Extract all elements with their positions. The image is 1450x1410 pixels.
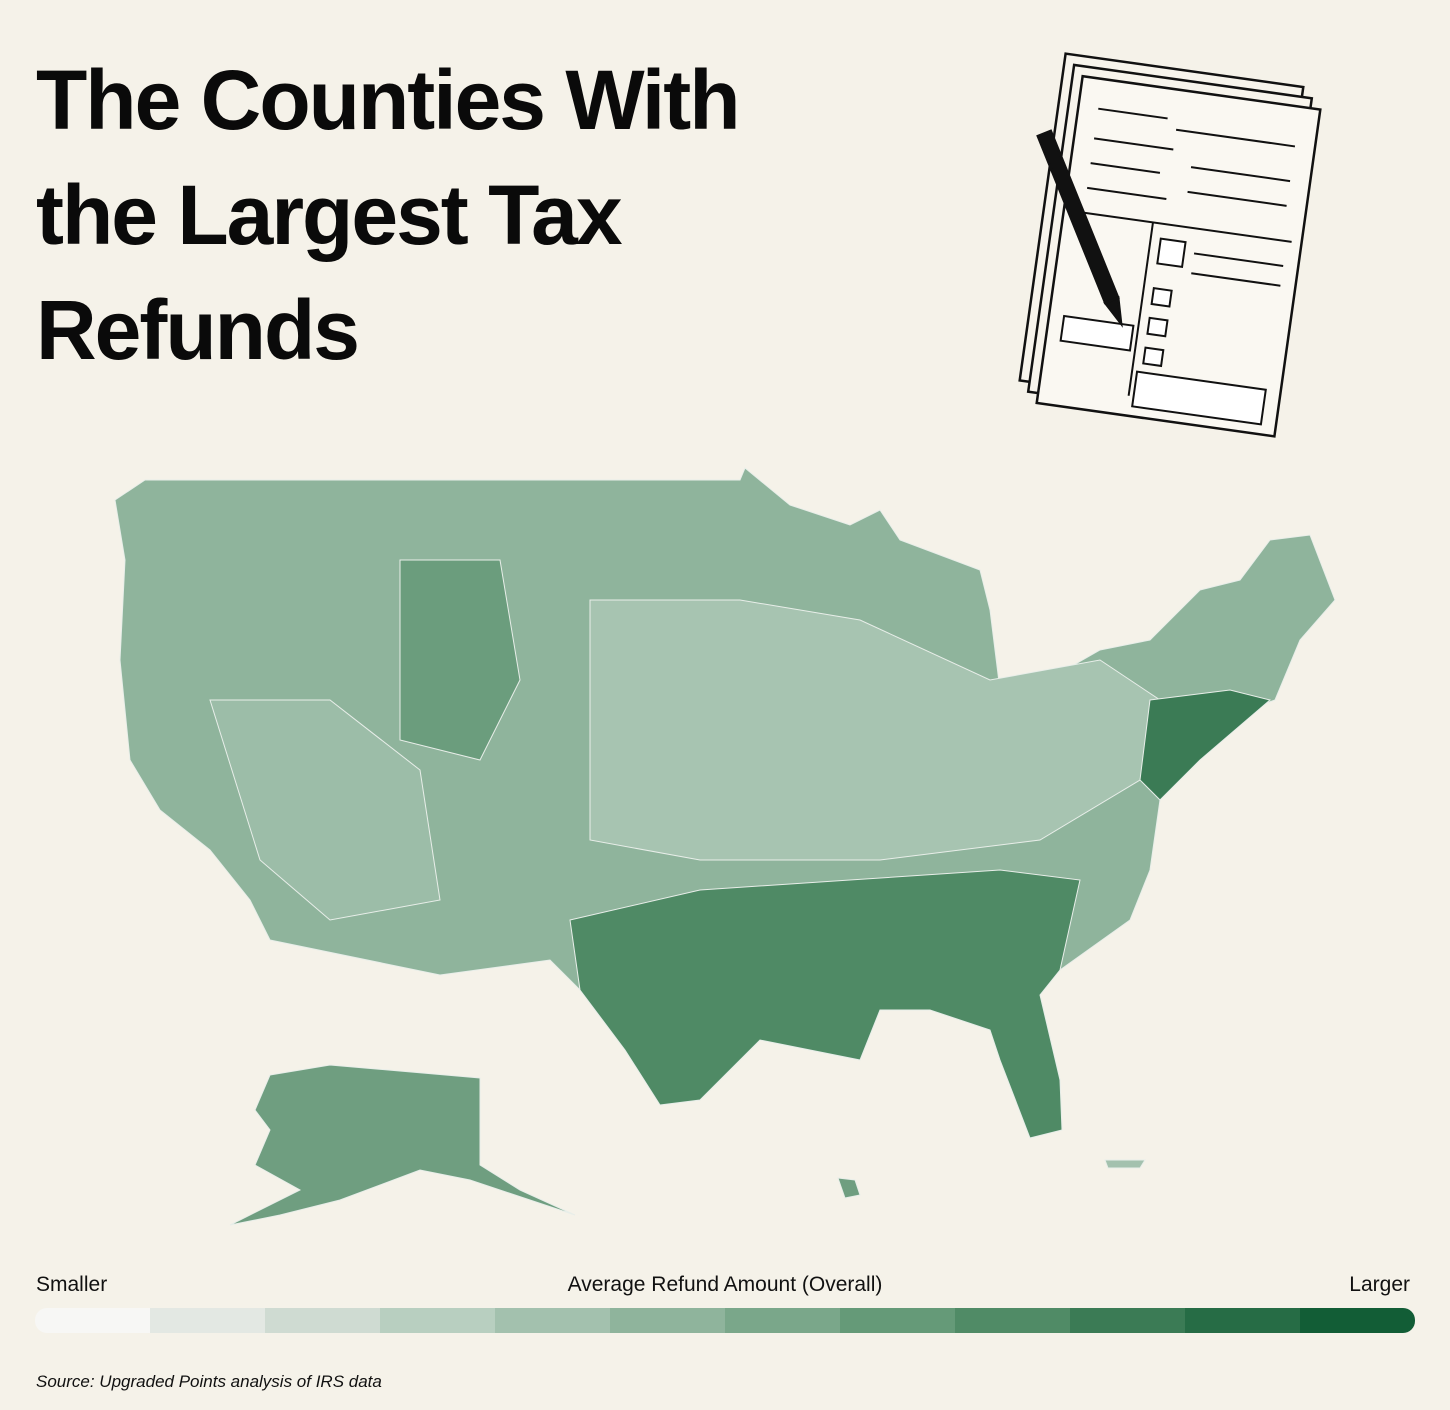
map-region [229,1064,576,1226]
title-line: Refunds [36,283,360,377]
legend-swatch [840,1308,955,1333]
map-region [837,1177,861,1199]
legend-swatch [610,1308,725,1333]
legend-swatch [1300,1308,1415,1333]
legend-high-label: Larger [1349,1273,1410,1296]
title-line: The Counties With [36,53,741,147]
map-region [209,699,441,921]
legend-swatch [725,1308,840,1333]
map-region [399,559,521,761]
legend-swatch [1070,1308,1185,1333]
legend-low-label: Smaller [36,1273,108,1296]
map-region [1104,1159,1146,1169]
tax-form-illustration [1018,52,1322,438]
source-note: Source: Upgraded Points analysis of IRS … [36,1372,382,1391]
map-region [1139,689,1272,801]
legend-swatch [380,1308,495,1333]
legend-swatch [1185,1308,1300,1333]
legend-title: Average Refund Amount (Overall) [567,1273,883,1296]
legend-bar [35,1308,1415,1333]
title-line: the Largest Tax [36,168,623,262]
map-region [569,869,1081,1139]
legend-swatch [150,1308,265,1333]
legend-swatch [495,1308,610,1333]
us-map [114,467,1336,1226]
legend-swatch [955,1308,1070,1333]
legend-swatch [265,1308,380,1333]
legend-swatch [35,1308,150,1333]
